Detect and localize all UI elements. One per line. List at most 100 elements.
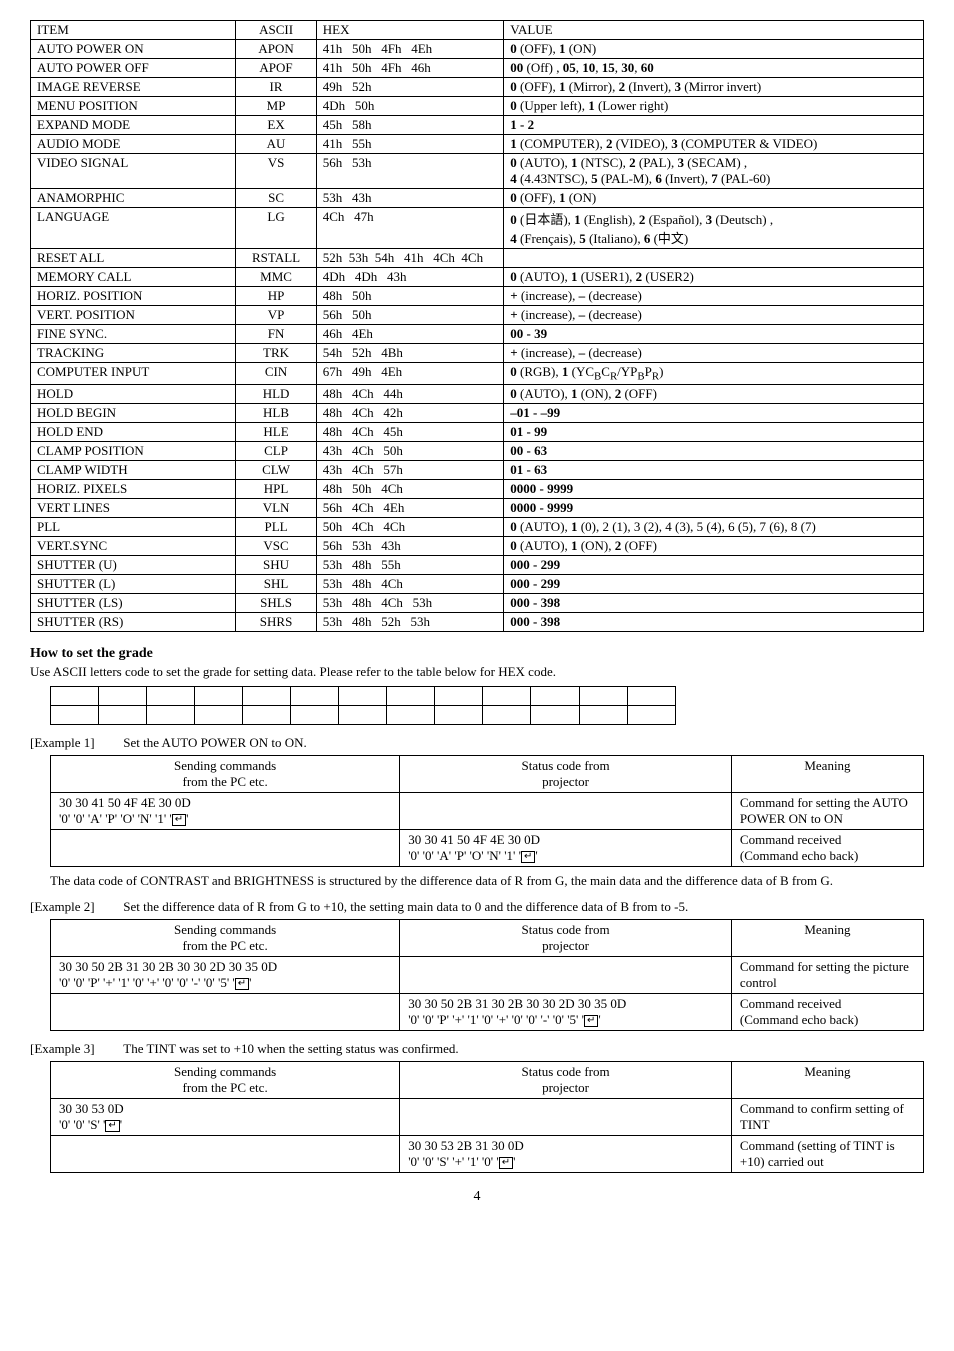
cell-ascii: SHL	[236, 574, 316, 593]
cell-ascii: MP	[236, 97, 316, 116]
cell-item: SHUTTER (LS)	[31, 593, 236, 612]
cell-item: HOLD	[31, 384, 236, 403]
cell-item: VERT LINES	[31, 498, 236, 517]
cell-value: 0 (AUTO), 1 (USER1), 2 (USER2)	[504, 268, 924, 287]
cell-ascii: SHRS	[236, 612, 316, 631]
table-row: AUTO POWER ONAPON41h 50h 4Fh 4Eh0 (OFF),…	[31, 40, 924, 59]
table-row: SHUTTER (LS)SHLS53h 48h 4Ch 53h000 - 398	[31, 593, 924, 612]
ex3-label: [Example 3]	[30, 1041, 120, 1057]
cell-value: 01 - 63	[504, 460, 924, 479]
table-row: VIDEO SIGNALVS56h 53h0 (AUTO), 1 (NTSC),…	[31, 154, 924, 189]
cell-ascii: VP	[236, 306, 316, 325]
table-row: 30 30 50 2B 31 30 2B 30 30 2D 30 35 0D'0…	[51, 993, 924, 1030]
ex-hdr-send: Sending commandsfrom the PC etc.	[51, 1061, 400, 1098]
table-row: CLAMP WIDTHCLW43h 4Ch 57h01 - 63	[31, 460, 924, 479]
cell-hex: 56h 53h	[316, 154, 504, 189]
cell-value: 0 (AUTO), 1 (ON), 2 (OFF)	[504, 536, 924, 555]
cell-item: AUTO POWER OFF	[31, 59, 236, 78]
ex3-desc: The TINT was set to +10 when the setting…	[123, 1041, 907, 1057]
cell-item: VERT. POSITION	[31, 306, 236, 325]
cell-value: 1 - 2	[504, 116, 924, 135]
cell-value: 0 (OFF), 1 (ON)	[504, 40, 924, 59]
table-row: VERT. POSITIONVP56h 50h+ (increase), – (…	[31, 306, 924, 325]
cell-item: RESET ALL	[31, 249, 236, 268]
cell-hex: 53h 48h 55h	[316, 555, 504, 574]
ex3-table: Sending commandsfrom the PC etc. Status …	[50, 1061, 924, 1173]
cell-hex: 52h 53h 54h 41h 4Ch 4Ch	[316, 249, 504, 268]
cell-hex: 43h 4Ch 57h	[316, 460, 504, 479]
cell-ascii: PLL	[236, 517, 316, 536]
table-row: HOLDHLD48h 4Ch 44h0 (AUTO), 1 (ON), 2 (O…	[31, 384, 924, 403]
main-table: ITEM ASCII HEX VALUE AUTO POWER ONAPON41…	[30, 20, 924, 632]
ex2-label: [Example 2]	[30, 899, 120, 915]
cell-item: TRACKING	[31, 344, 236, 363]
cell-status: 30 30 50 2B 31 30 2B 30 30 2D 30 35 0D'0…	[400, 993, 732, 1030]
cell-send: 30 30 41 50 4F 4E 30 0D'0' '0' 'A' 'P' '…	[51, 792, 400, 829]
table-row: SHUTTER (RS)SHRS53h 48h 52h 53h000 - 398	[31, 612, 924, 631]
cell-ascii: APON	[236, 40, 316, 59]
cell-item: SHUTTER (L)	[31, 574, 236, 593]
cell-meaning: Command (setting of TINT is +10) carried…	[731, 1135, 923, 1172]
cell-hex: 56h 50h	[316, 306, 504, 325]
cell-value: 0 (OFF), 1 (Mirror), 2 (Invert), 3 (Mirr…	[504, 78, 924, 97]
cell-value: + (increase), – (decrease)	[504, 344, 924, 363]
cell-ascii: HLB	[236, 403, 316, 422]
cell-hex: 45h 58h	[316, 116, 504, 135]
cell-value: 1 (COMPUTER), 2 (VIDEO), 3 (COMPUTER & V…	[504, 135, 924, 154]
table-row: FINE SYNC.FN46h 4Eh00 - 39	[31, 325, 924, 344]
ex-hdr-send: Sending commandsfrom the PC etc.	[51, 919, 400, 956]
table-row: SHUTTER (L)SHL53h 48h 4Ch000 - 299	[31, 574, 924, 593]
main-header-row: ITEM ASCII HEX VALUE	[31, 21, 924, 40]
cell-ascii: APOF	[236, 59, 316, 78]
cell-ascii: HLD	[236, 384, 316, 403]
cell-value: 0 (Upper left), 1 (Lower right)	[504, 97, 924, 116]
cell-value: 000 - 299	[504, 555, 924, 574]
grade-text: Use ASCII letters code to set the grade …	[30, 664, 924, 680]
ex-hdr-send: Sending commandsfrom the PC etc.	[51, 755, 400, 792]
cell-ascii: HPL	[236, 479, 316, 498]
cell-hex: 49h 52h	[316, 78, 504, 97]
table-row: SHUTTER (U)SHU53h 48h 55h000 - 299	[31, 555, 924, 574]
cell-meaning: Command to confirm setting of TINT	[731, 1098, 923, 1135]
table-row: RESET ALLRSTALL52h 53h 54h 41h 4Ch 4Ch	[31, 249, 924, 268]
cell-item: PLL	[31, 517, 236, 536]
table-row: MEMORY CALLMMC4Dh 4Dh 43h0 (AUTO), 1 (US…	[31, 268, 924, 287]
table-row: LANGUAGELG4Ch 47h0 (日本語), 1 (English), 2…	[31, 208, 924, 249]
cell-value: 000 - 398	[504, 612, 924, 631]
hex-grade-table	[50, 686, 676, 725]
cell-item: AUDIO MODE	[31, 135, 236, 154]
cell-item: AUTO POWER ON	[31, 40, 236, 59]
hdr-item: ITEM	[31, 21, 236, 40]
cell-status: 30 30 41 50 4F 4E 30 0D'0' '0' 'A' 'P' '…	[400, 829, 732, 866]
cell-value	[504, 249, 924, 268]
ex2-table: Sending commandsfrom the PC etc. Status …	[50, 919, 924, 1031]
cell-ascii: EX	[236, 116, 316, 135]
cell-item: SHUTTER (RS)	[31, 612, 236, 631]
cell-item: MEMORY CALL	[31, 268, 236, 287]
ex1-label: [Example 1]	[30, 735, 120, 751]
table-row: CLAMP POSITIONCLP43h 4Ch 50h00 - 63	[31, 441, 924, 460]
cell-hex: 56h 53h 43h	[316, 536, 504, 555]
table-row: 30 30 53 2B 31 30 0D'0' '0' 'S' '+' '1' …	[51, 1135, 924, 1172]
cell-item: HORIZ. POSITION	[31, 287, 236, 306]
cell-item: HOLD BEGIN	[31, 403, 236, 422]
cell-item: SHUTTER (U)	[31, 555, 236, 574]
cell-ascii: VS	[236, 154, 316, 189]
cell-ascii: HP	[236, 287, 316, 306]
cell-ascii: CLP	[236, 441, 316, 460]
cell-ascii: SHU	[236, 555, 316, 574]
cell-ascii: LG	[236, 208, 316, 249]
cell-hex: 41h 55h	[316, 135, 504, 154]
cell-item: EXPAND MODE	[31, 116, 236, 135]
cell-status	[400, 792, 732, 829]
cell-value: 0 (AUTO), 1 (ON), 2 (OFF)	[504, 384, 924, 403]
cell-hex: 43h 4Ch 50h	[316, 441, 504, 460]
table-row: 30 30 53 0D'0' '0' 'S' '↵'Command to con…	[51, 1098, 924, 1135]
table-row: VERT.SYNCVSC56h 53h 43h0 (AUTO), 1 (ON),…	[31, 536, 924, 555]
cell-item: VIDEO SIGNAL	[31, 154, 236, 189]
cell-ascii: TRK	[236, 344, 316, 363]
table-row: HORIZ. PIXELSHPL48h 50h 4Ch0000 - 9999	[31, 479, 924, 498]
cell-meaning: Command received(Command echo back)	[731, 993, 923, 1030]
cell-ascii: IR	[236, 78, 316, 97]
cell-send	[51, 829, 400, 866]
